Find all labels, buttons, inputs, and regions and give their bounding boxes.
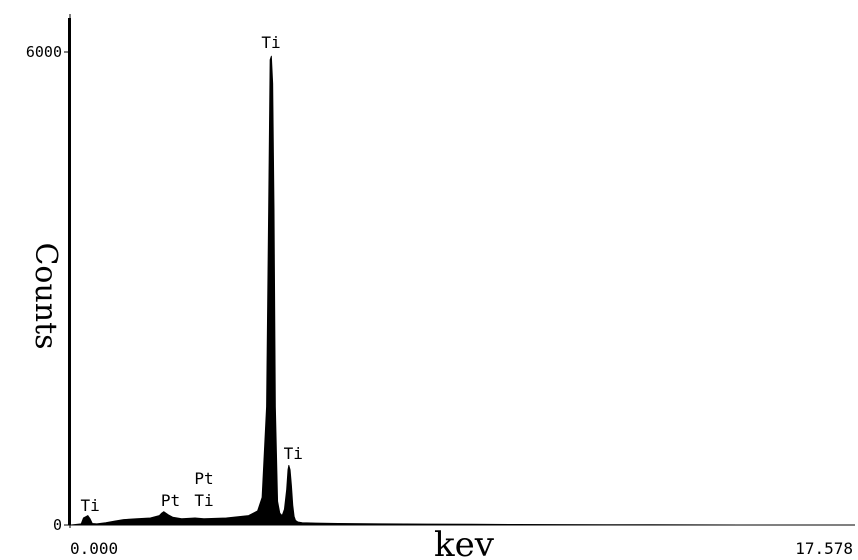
peak-label-4: Ti <box>261 33 280 52</box>
axis-ticks: 6000 0 0.000 17.578 <box>26 43 853 558</box>
peak-label-1: Pt <box>161 491 180 510</box>
peak-label-2: Pt <box>194 469 213 488</box>
x-axis-label: kev <box>434 525 495 560</box>
x-tick-label-max: 17.578 <box>795 539 853 558</box>
peak-labels: Ti Pt Pt Ti Ti Ti <box>80 33 302 515</box>
y-axis-label: Counts <box>28 242 63 349</box>
peak-label-5: Ti <box>284 444 303 463</box>
peak-label-0: Ti <box>80 496 99 515</box>
y-tick-label-top: 6000 <box>26 43 62 61</box>
y-tick-label-bottom: 0 <box>53 516 62 534</box>
spectrum-marks <box>68 18 856 526</box>
x-tick-label-min: 0.000 <box>70 539 118 558</box>
spectrum-series-0 <box>69 55 856 526</box>
peak-label-3: Ti <box>194 491 213 510</box>
